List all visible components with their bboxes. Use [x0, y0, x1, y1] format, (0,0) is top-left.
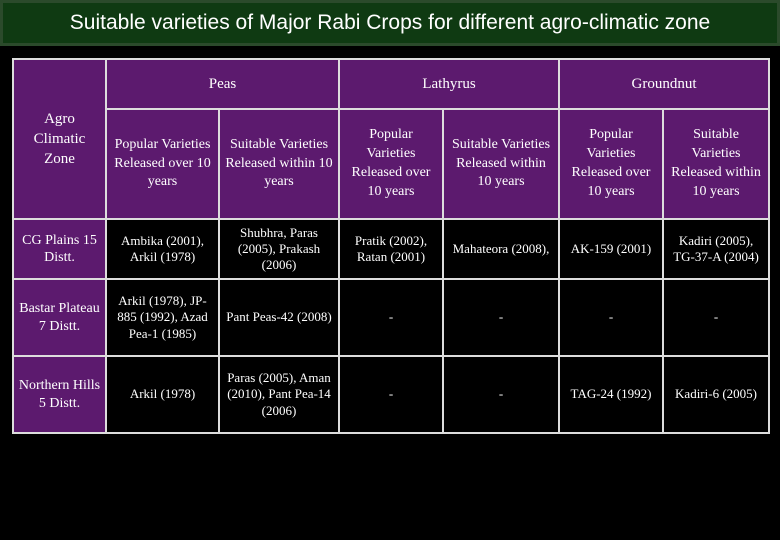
- table-row: Northern Hills 5 Distt. Arkil (1978) Paras…: [12, 355, 771, 434]
- varieties-table: Agro Climatic Zone Peas Lathyrus Groundnut P…: [12, 58, 771, 434]
- title-bar: Suitable varieties of Major Rabi Crops f…: [0, 0, 780, 46]
- table-body: Agro Climatic Zone Peas Lathyrus Groundnut P…: [12, 58, 771, 434]
- variety-cell: Pant Peas-42 (2008): [218, 278, 340, 357]
- crop-header: Peas: [105, 58, 340, 110]
- variety-cell: -: [338, 278, 444, 357]
- sub-header: Suitable Varieties Released within 10 ye…: [218, 108, 340, 220]
- crop-header: Groundnut: [558, 58, 771, 110]
- sub-header: Popular Varieties Released over 10 years: [105, 108, 220, 220]
- table-row: Popular Varieties Released over 10 years…: [13, 108, 771, 220]
- variety-cell: Kadiri (2005), TG-37-A (2004): [662, 218, 771, 280]
- variety-cell: TAG-24 (1992): [558, 355, 665, 434]
- zone-cell: CG Plains 15 Distt.: [12, 218, 107, 280]
- zone-header: Agro Climatic Zone: [12, 58, 107, 220]
- zone-cell: Northern Hills 5 Distt.: [12, 355, 107, 434]
- table-row: Bastar Plateau 7 Distt. Arkil (1978), JP-…: [12, 278, 771, 357]
- sub-header: Popular Varieties Released over 10 years: [338, 108, 444, 220]
- variety-cell: -: [558, 278, 665, 357]
- sub-header: Suitable Varieties Released within 10 ye…: [441, 108, 561, 220]
- variety-cell: Paras (2005), Aman (2010), Pant Pea-14 (…: [218, 355, 340, 434]
- zone-cell: Bastar Plateau 7 Distt.: [12, 278, 107, 357]
- variety-cell: Arkil (1978), JP-885 (1992), Azad Pea-1 …: [105, 278, 220, 357]
- variety-cell: -: [441, 278, 561, 357]
- table-row: Agro Climatic Zone Peas Lathyrus Groundnut: [12, 58, 771, 220]
- variety-cell: -: [441, 355, 561, 434]
- variety-cell: -: [662, 278, 771, 357]
- variety-cell: AK-159 (2001): [558, 218, 665, 280]
- sub-header: Popular Varieties Released over 10 years: [558, 108, 665, 220]
- variety-cell: Ambika (2001), Arkil (1978): [105, 218, 220, 280]
- variety-cell: Shubhra, Paras (2005), Prakash (2006): [218, 218, 340, 280]
- sub-header: Suitable Varieties Released within 10 ye…: [662, 108, 771, 220]
- crop-header: Lathyrus: [337, 58, 561, 110]
- variety-cell: Pratik (2002), Ratan (2001): [338, 218, 444, 280]
- variety-cell: Arkil (1978): [105, 355, 220, 434]
- variety-cell: -: [338, 355, 444, 434]
- variety-cell: Mahateora (2008),: [441, 218, 561, 280]
- variety-cell: Kadiri-6 (2005): [662, 355, 771, 434]
- table-row: CG Plains 15 Distt. Ambika (2001), Arkil …: [12, 218, 771, 280]
